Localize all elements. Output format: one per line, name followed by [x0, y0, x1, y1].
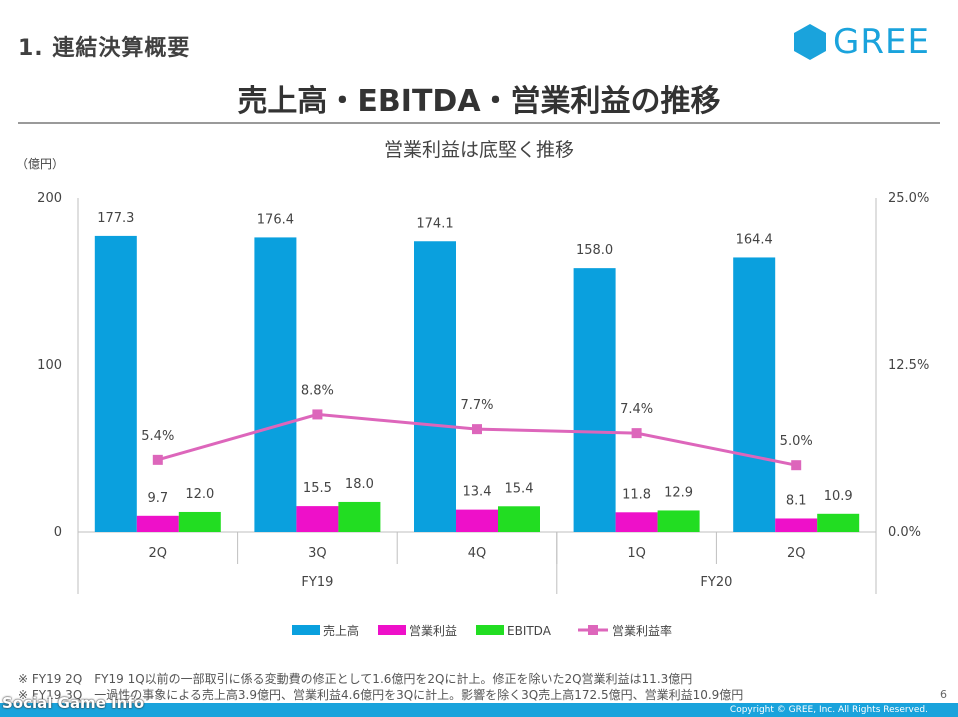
y-tick-label: 0 — [54, 525, 62, 540]
footnote-1: ※ FY19 2Q FY19 1Q以前の一部取引に係る変動費の修正として1.6億… — [18, 672, 693, 686]
title-divider — [18, 122, 940, 124]
data-label: 158.0 — [576, 243, 613, 258]
data-label: 177.3 — [97, 211, 134, 226]
y-tick-label: 100 — [37, 358, 62, 373]
data-label: 8.1 — [786, 493, 807, 508]
data-label: 176.4 — [257, 212, 294, 227]
bar-EBITDA — [178, 511, 221, 532]
data-label: 11.8 — [622, 487, 651, 502]
watermark: Social Game Info — [2, 694, 145, 712]
bar-営業利益 — [615, 512, 658, 532]
x-tick-label: 4Q — [468, 546, 487, 561]
logo-text: GREE — [833, 22, 930, 62]
bar-営業利益 — [136, 515, 179, 532]
footer-bar — [0, 703, 958, 717]
data-label: 15.4 — [505, 481, 534, 496]
line-marker — [791, 460, 802, 471]
line-marker — [631, 428, 642, 439]
slide-title: 売上高・EBITDA・営業利益の推移 — [237, 84, 721, 119]
legend-swatch — [292, 625, 320, 635]
bar-EBITDA — [657, 510, 700, 532]
legend-label: 売上高 — [323, 623, 359, 638]
y2-tick-label: 0.0% — [888, 525, 921, 540]
bar-EBITDA — [498, 506, 540, 532]
data-label: 12.9 — [664, 485, 693, 500]
bar-売上高 — [94, 235, 137, 532]
legend-swatch — [378, 625, 406, 635]
bar-EBITDA — [817, 513, 860, 532]
legend-label: EBITDA — [507, 624, 552, 638]
line-marker — [472, 424, 482, 435]
data-label: 164.4 — [736, 232, 773, 247]
x-tick-label: 2Q — [787, 546, 806, 561]
line-data-label: 8.8% — [301, 383, 334, 398]
bar-売上高 — [733, 257, 776, 532]
line-marker — [312, 409, 323, 420]
bar-営業利益 — [296, 506, 339, 532]
x-tick-label: 3Q — [308, 546, 327, 561]
copyright: Copyright © GREE, Inc. All Rights Reserv… — [729, 705, 928, 715]
legend-swatch — [476, 625, 504, 635]
line-data-label: 7.4% — [620, 402, 653, 417]
line-data-label: 5.0% — [780, 434, 813, 449]
data-label: 10.9 — [824, 489, 853, 504]
group-label: FY20 — [700, 575, 732, 590]
line-営業利益率 — [157, 412, 797, 467]
bar-営業利益 — [456, 509, 498, 532]
data-label: 18.0 — [345, 477, 374, 492]
bar-売上高 — [414, 241, 456, 533]
y2-tick-label: 25.0% — [888, 191, 929, 206]
legend-marker — [588, 625, 598, 635]
x-tick-label: 1Q — [627, 546, 646, 561]
chart-title: 営業利益は底堅く推移 — [383, 139, 574, 161]
line-data-label: 7.7% — [460, 398, 493, 413]
legend-label: 営業利益 — [409, 624, 457, 638]
line-marker — [152, 454, 163, 465]
y-tick-label: 200 — [37, 191, 62, 206]
y-axis-unit: （億円） — [16, 157, 65, 171]
gree-logo: GREE — [793, 22, 930, 62]
bar-EBITDA — [338, 501, 381, 532]
bar-売上高 — [573, 268, 616, 532]
group-label: FY19 — [301, 575, 333, 590]
data-label: 15.5 — [303, 481, 332, 496]
bar-営業利益 — [775, 518, 818, 532]
legend-label: 営業利益率 — [612, 623, 672, 638]
section-title: 1. 連結決算概要 — [18, 36, 191, 61]
line-data-label: 5.4% — [141, 429, 174, 444]
bar-売上高 — [254, 237, 297, 533]
data-label: 12.0 — [185, 487, 214, 502]
data-label: 174.1 — [416, 216, 453, 231]
data-label: 13.4 — [463, 485, 492, 500]
x-tick-label: 2Q — [149, 546, 168, 561]
hexagon-icon — [794, 24, 826, 60]
data-label: 9.7 — [147, 491, 168, 506]
y2-tick-label: 12.5% — [888, 358, 929, 373]
page-number: 6 — [940, 688, 947, 701]
footnote-2: ※ FY19 3Q 一過性の事象による売上高3.9億円、営業利益4.6億円を3Q… — [18, 688, 744, 702]
